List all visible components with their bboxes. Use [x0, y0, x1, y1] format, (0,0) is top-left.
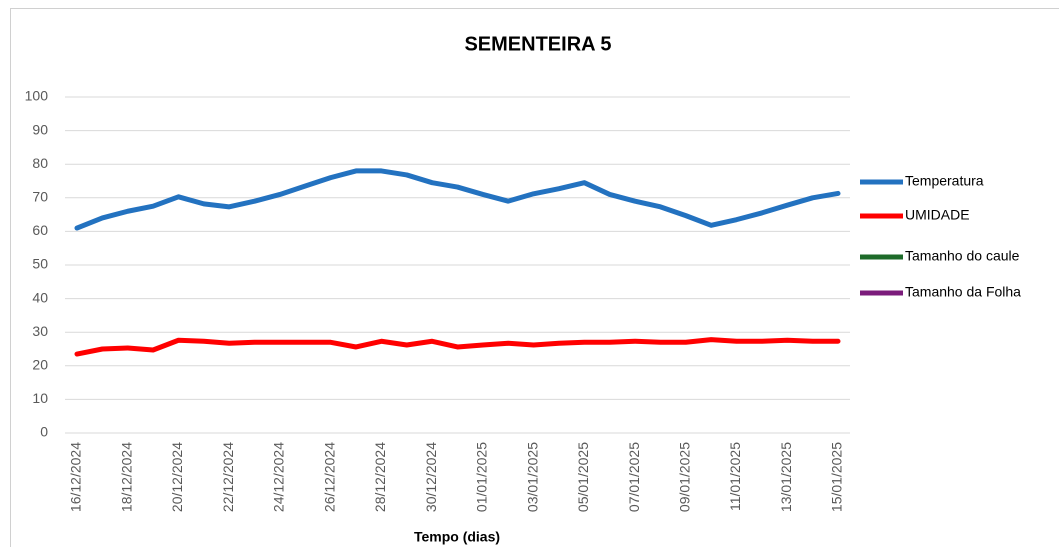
- x-tick-label: 11/01/2025: [727, 442, 743, 511]
- x-tick-label: 03/01/2025: [524, 442, 540, 512]
- x-tick-label: 09/01/2025: [677, 442, 693, 512]
- chart-frame: [10, 8, 1059, 547]
- x-tick-label: 22/12/2024: [220, 442, 236, 512]
- y-tick-label: 50: [32, 256, 48, 272]
- y-tick-label: 60: [32, 222, 48, 238]
- x-tick-label: 07/01/2025: [626, 442, 642, 512]
- y-tick-label: 100: [25, 88, 49, 104]
- x-tick-label: 30/12/2024: [423, 442, 439, 512]
- x-tick-label: 15/01/2025: [829, 442, 845, 512]
- x-tick-label: 13/01/2025: [778, 442, 794, 512]
- legend-label: Temperatura: [905, 173, 984, 189]
- x-tick-label: 28/12/2024: [372, 442, 388, 512]
- legend-label: UMIDADE: [905, 207, 970, 223]
- x-tick-label: 20/12/2024: [169, 442, 185, 512]
- x-tick-label: 26/12/2024: [321, 442, 337, 512]
- x-axis-title: Tempo (dias): [414, 529, 500, 545]
- legend-label: Tamanho da Folha: [905, 284, 1021, 300]
- x-tick-label: 05/01/2025: [575, 442, 591, 512]
- y-tick-label: 40: [32, 289, 48, 305]
- x-tick-label: 01/01/2025: [474, 442, 490, 512]
- y-tick-label: 30: [32, 323, 48, 339]
- legend-label: Tamanho do caule: [905, 248, 1020, 264]
- y-tick-label: 10: [32, 390, 48, 406]
- series-line: [74, 337, 841, 357]
- y-tick-label: 0: [40, 424, 48, 440]
- series-line: [74, 168, 841, 231]
- x-tick-label: 18/12/2024: [118, 442, 134, 512]
- chart-title: SEMENTEIRA 5: [464, 33, 611, 55]
- y-tick-label: 80: [32, 155, 48, 171]
- x-tick-label: 16/12/2024: [68, 442, 84, 512]
- y-tick-label: 20: [32, 357, 48, 373]
- y-tick-label: 90: [32, 121, 48, 137]
- y-tick-label: 70: [32, 189, 48, 205]
- x-tick-label: 24/12/2024: [271, 442, 287, 512]
